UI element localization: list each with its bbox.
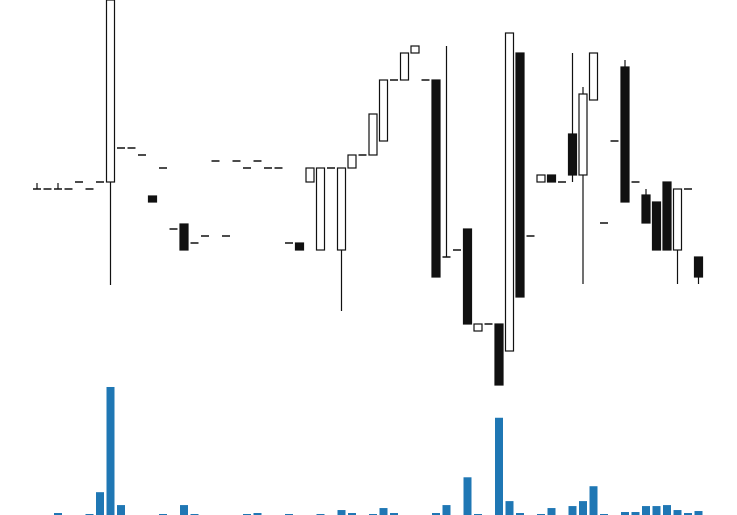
volume-bar: [631, 512, 640, 515]
volume-bar: [348, 513, 356, 515]
candle-body: [651, 201, 662, 251]
volume-bar: [106, 386, 115, 515]
volume-bar: [253, 513, 262, 515]
volume-bar: [589, 486, 598, 515]
candle-body: [336, 167, 347, 251]
candle-body: [147, 195, 158, 203]
volume-bar: [516, 513, 524, 515]
candle-body: [693, 256, 704, 278]
volume-bar: [684, 513, 692, 515]
volume-bar: [117, 505, 125, 515]
candle-body: [347, 154, 357, 169]
candle-body: [588, 52, 599, 101]
volume-bar: [495, 417, 503, 515]
volume-bar: [547, 508, 556, 515]
candle-body: [494, 323, 504, 386]
candle-body: [536, 174, 546, 183]
volume-bar: [505, 501, 514, 515]
volume-bar: [694, 511, 703, 515]
volume-bar: [180, 505, 188, 515]
volume-bar: [96, 492, 104, 515]
candle-body: [515, 52, 525, 298]
candle-body: [305, 167, 315, 183]
candle-body: [504, 32, 515, 352]
volume-bar: [432, 513, 440, 515]
candle-body: [672, 188, 683, 251]
volume-bar: [463, 477, 472, 515]
volume-bar: [54, 513, 62, 515]
candle-body: [410, 45, 420, 54]
candle-body: [578, 93, 588, 176]
volume-bar: [652, 506, 661, 515]
volume-bar: [337, 510, 346, 515]
volume-bar: [442, 505, 451, 515]
candle-body: [641, 194, 651, 224]
volume-bar: [663, 505, 671, 515]
candle-body: [567, 133, 578, 176]
candle-body: [473, 323, 483, 332]
volume-bar: [642, 506, 650, 515]
candle-body: [431, 79, 441, 278]
volume-bar: [673, 510, 682, 515]
volume-bar: [390, 513, 398, 515]
candle-body: [368, 113, 378, 156]
candle-body: [399, 52, 410, 81]
candle-body: [294, 242, 305, 251]
volume-bar: [579, 501, 587, 515]
candle-body: [462, 228, 473, 325]
candle-body: [620, 66, 630, 203]
volume-bar: [379, 508, 388, 515]
candle-body: [662, 181, 672, 251]
candle-body: [315, 167, 326, 251]
candle-body: [378, 79, 389, 142]
candle-body: [546, 174, 557, 183]
candle-body: [105, 0, 116, 183]
volume-bar: [568, 506, 577, 515]
candle-body: [179, 223, 189, 251]
volume-bar: [621, 512, 629, 515]
